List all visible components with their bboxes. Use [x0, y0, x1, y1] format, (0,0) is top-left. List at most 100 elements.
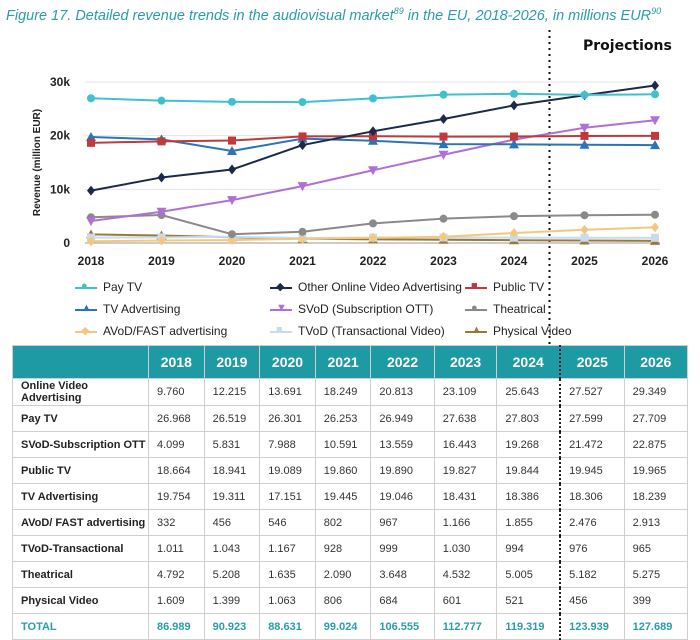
- data-point: [439, 90, 448, 99]
- title-text-rest: in the EU, 2018-2026, in millions EUR: [403, 7, 652, 24]
- legend-item: ■ TVoD (Transactional Video): [270, 324, 445, 338]
- table-cell: 684: [370, 587, 435, 614]
- x-tick-label: 2020: [219, 254, 246, 268]
- table-cell: 5.182: [559, 561, 625, 588]
- legend-label: Other Online Video Advertising: [298, 280, 462, 294]
- legend-marker-icon: ●: [465, 302, 487, 316]
- table-cell: 27.803: [496, 405, 561, 432]
- table-cell: 999: [370, 535, 435, 562]
- table-cell: 26.301: [259, 405, 316, 432]
- data-point: [368, 166, 378, 176]
- table-cell: 7.988: [259, 431, 316, 458]
- data-point: [580, 211, 589, 220]
- data-point: [439, 113, 448, 124]
- table-cell: 29.349: [623, 378, 689, 406]
- table-cell: 17.151: [259, 483, 316, 510]
- table-cell: 1.635: [259, 561, 316, 588]
- data-point: [650, 140, 660, 150]
- table-cell: 27.638: [433, 405, 498, 432]
- table-cell: 26.968: [148, 405, 205, 432]
- data-point: [509, 139, 519, 149]
- legend-marker-icon: ◆: [75, 324, 97, 338]
- table-row: TVoD-Transactional 1.011 1.043 1.167 928 999 1…: [12, 535, 689, 562]
- table-cell: 112.777: [433, 613, 498, 640]
- data-point: [580, 224, 589, 235]
- data-point: [157, 235, 166, 246]
- table-cell: 19.965: [623, 457, 689, 484]
- legend-item: ▲ Physical Video: [465, 324, 572, 338]
- footnote-ref: 89: [393, 6, 404, 16]
- table-cell: 1.167: [259, 535, 316, 562]
- table-cell: 5.208: [203, 561, 261, 588]
- y-tick-label: 20k: [50, 129, 70, 143]
- x-tick-label: 2022: [360, 254, 387, 268]
- projections-label: Projections: [583, 38, 672, 54]
- data-point: [580, 90, 589, 99]
- column-header: [12, 345, 149, 379]
- legend-item: ■ Public TV: [465, 280, 544, 294]
- data-point: [369, 219, 377, 228]
- table-cell: 967: [370, 509, 435, 536]
- legend-marker-icon: ●: [75, 280, 97, 294]
- table-cell: 119.319: [496, 613, 561, 640]
- data-point: [228, 136, 236, 145]
- row-label: Public TV: [12, 457, 149, 484]
- table-cell: 19.945: [559, 457, 625, 484]
- table-cell: 965: [623, 535, 689, 562]
- data-point: [157, 137, 166, 146]
- y-tick-label: 30k: [50, 75, 70, 89]
- legend-marker-icon: ▼: [270, 302, 292, 316]
- row-label: Physical Video: [12, 587, 149, 614]
- data-table: 2018 2019 2020 2021 2022 2023 2024 2025 2026 Onli…: [12, 345, 689, 640]
- table-cell: 399: [623, 587, 689, 614]
- table-cell: 19.827: [433, 457, 498, 484]
- table-cell: 2.913: [623, 509, 689, 536]
- table-cell: 5.275: [623, 561, 689, 588]
- column-header: 2022: [370, 345, 435, 379]
- table-cell: 26.949: [370, 405, 435, 432]
- legend-label: Pay TV: [103, 280, 143, 294]
- data-point: [580, 131, 589, 140]
- table-cell: 1.011: [148, 535, 205, 562]
- column-header: 2025: [559, 345, 625, 379]
- table-cell: 18.239: [623, 483, 689, 510]
- x-tick-label: 2019: [148, 254, 175, 268]
- table-cell: 1.609: [148, 587, 205, 614]
- data-point: [369, 94, 377, 103]
- table-cell: 23.109: [433, 378, 498, 406]
- table-cell: 802: [314, 509, 372, 536]
- table-cell: 4.099: [148, 431, 205, 458]
- column-header: 2023: [433, 345, 498, 379]
- x-tick-label: 2025: [571, 254, 598, 268]
- table-row: Pay TV 26.968 26.519 26.301 26.253 26.949 27.6…: [12, 405, 689, 432]
- table-cell: 25.643: [496, 378, 561, 406]
- data-point: [510, 89, 518, 98]
- column-header: 2024: [496, 345, 561, 379]
- table-cell: 19.046: [370, 483, 435, 510]
- table-cell: 88.631: [259, 613, 316, 640]
- legend-marker-icon: ■: [465, 280, 487, 294]
- data-point: [579, 139, 590, 149]
- data-point: [157, 172, 166, 183]
- data-point: [157, 96, 166, 105]
- x-tick-label: 2018: [78, 254, 105, 268]
- legend-marker-icon: ▲: [465, 324, 487, 338]
- y-tick-label: 0: [63, 236, 70, 250]
- row-label: Pay TV: [12, 405, 149, 432]
- table-cell: 13.559: [370, 431, 435, 458]
- data-point: [580, 233, 589, 242]
- data-point: [439, 231, 448, 242]
- table-cell: 12.215: [203, 378, 261, 406]
- table-cell: 456: [559, 587, 625, 614]
- table-cell: 806: [314, 587, 372, 614]
- row-label: TVoD-Transactional: [12, 535, 149, 562]
- row-label: SVoD-Subscription OTT: [12, 431, 149, 458]
- data-point: [297, 182, 308, 192]
- data-point: [87, 94, 95, 103]
- data-point: [156, 207, 167, 217]
- table-cell: 994: [496, 535, 561, 562]
- data-point: [369, 232, 377, 243]
- table-row: AVoD/ FAST advertising 332 456 546 802 967 1.1…: [12, 509, 689, 536]
- legend-label: TV Advertising: [103, 302, 181, 316]
- table-row: TV Advertising 19.754 19.311 17.151 19.445 19…: [12, 483, 689, 510]
